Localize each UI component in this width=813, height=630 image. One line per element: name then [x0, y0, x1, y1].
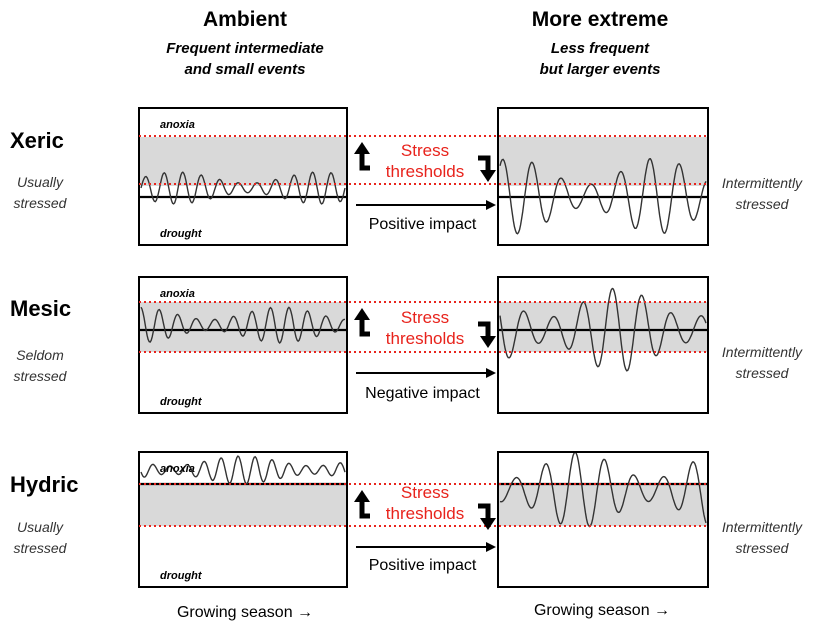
extreme-note-xeric: Intermittently stressed: [712, 173, 812, 215]
ambient-title: Ambient: [203, 8, 287, 31]
impact-arrow-head-xeric: [486, 200, 496, 210]
drought-label-xeric: drought: [160, 228, 203, 240]
row-title-hydric: Hydric: [10, 472, 79, 497]
extreme-subtitle-line1: Less frequent: [550, 40, 650, 57]
panel-frame-hydric-ambient: [138, 451, 348, 588]
row-title-xeric: Xeric: [10, 128, 64, 153]
curved-arrow-down-head-xeric: [480, 170, 496, 182]
stress-label-mesic: Stress thresholds: [370, 307, 480, 349]
row-note-hydric: Usually stressed: [5, 517, 75, 559]
wave-xeric-ambient: [140, 171, 346, 205]
curved-arrow-down-head-hydric: [480, 518, 496, 530]
drought-label-mesic: drought: [160, 396, 203, 408]
panel-frame-mesic-extreme: [497, 276, 709, 414]
row-note-xeric: Usually stressed: [5, 172, 75, 214]
band-xeric-ambient: [139, 137, 347, 186]
wave-mesic-ambient: [140, 306, 345, 345]
band-mesic-ambient: [139, 302, 347, 352]
curved-arrow-down-mesic: [478, 321, 491, 338]
stress-label-hydric-line1: Stress: [400, 483, 450, 502]
row-note-mesic-line2: stressed: [13, 368, 67, 384]
curved-arrow-down-xeric: [478, 155, 491, 172]
curved-arrow-down-head-mesic: [480, 336, 496, 348]
row-note-hydric-line2: stressed: [13, 540, 67, 556]
wave-hydric-extreme: [499, 451, 707, 528]
stress-label-xeric-line2: thresholds: [385, 162, 465, 181]
panel-frame-mesic-ambient: [138, 276, 348, 414]
anoxia-label-hydric: anoxia: [160, 463, 195, 475]
extreme-note-mesic-line1: Intermittently: [721, 344, 803, 360]
extreme-subtitle: Less frequent but larger events: [480, 38, 720, 80]
extreme-title: More extreme: [531, 8, 669, 31]
band-xeric-extreme: [498, 137, 708, 186]
extreme-note-hydric-line2: stressed: [735, 540, 789, 556]
row-note-xeric-line2: stressed: [13, 195, 67, 211]
extreme-note-mesic-line2: stressed: [735, 365, 789, 381]
stress-label-xeric-line1: Stress: [400, 141, 450, 160]
curved-arrow-up-xeric: [359, 152, 370, 171]
impact-label-hydric: Positive impact: [368, 557, 477, 574]
ambient-subtitle-line2: and small events: [184, 61, 306, 78]
panel-frame-xeric-extreme: [497, 107, 709, 246]
drought-label-hydric: drought: [160, 570, 203, 582]
wave-hydric-ambient: [140, 455, 346, 485]
impact-label-mesic: Negative impact: [365, 385, 480, 402]
band-hydric-extreme: [498, 484, 708, 526]
anoxia-label-mesic: anoxia: [160, 288, 195, 300]
row-title-mesic: Mesic: [10, 296, 72, 321]
row-note-mesic: Seldom stressed: [5, 345, 75, 387]
impact-arrow-head-mesic: [486, 368, 496, 378]
band-hydric-ambient: [139, 484, 347, 526]
curved-arrow-up-hydric: [359, 500, 370, 519]
ambient-subtitle: Frequent intermediate and small events: [120, 38, 370, 80]
curved-arrow-up-head-hydric: [354, 490, 370, 502]
curved-arrow-up-head-mesic: [354, 308, 370, 320]
extreme-subtitle-line2: but larger events: [539, 61, 661, 78]
ambient-axis-note: Growing season →: [176, 604, 314, 621]
impact-label-xeric: Positive impact: [368, 216, 477, 233]
extreme-note-hydric: Intermittently stressed: [712, 517, 812, 559]
row-note-hydric-line1: Usually: [17, 519, 63, 535]
extreme-axis-note: Growing season →: [533, 602, 671, 619]
anoxia-label-xeric: anoxia: [160, 119, 195, 131]
curved-arrow-down-hydric: [478, 503, 491, 520]
row-note-mesic-line1: Seldom: [16, 347, 64, 363]
panel-frame-xeric-ambient: [138, 107, 348, 246]
curved-arrow-up-head-xeric: [354, 142, 370, 154]
impact-arrow-head-hydric: [486, 542, 496, 552]
wave-xeric-extreme: [499, 158, 707, 235]
extreme-note-hydric-line1: Intermittently: [721, 519, 803, 535]
extreme-note-mesic: Intermittently stressed: [712, 342, 812, 384]
wave-mesic-extreme: [499, 287, 707, 372]
extreme-note-xeric-line2: stressed: [735, 196, 789, 212]
panel-frame-hydric-extreme: [497, 451, 709, 588]
stress-label-mesic-line2: thresholds: [385, 329, 465, 348]
row-note-xeric-line1: Usually: [17, 174, 63, 190]
extreme-note-xeric-line1: Intermittently: [721, 175, 803, 191]
curved-arrow-up-mesic: [359, 318, 370, 337]
stress-label-mesic-line1: Stress: [400, 308, 450, 327]
stress-label-xeric: Stress thresholds: [370, 140, 480, 182]
stress-label-hydric-line2: thresholds: [385, 504, 465, 523]
stress-label-hydric: Stress thresholds: [370, 482, 480, 524]
ambient-subtitle-line1: Frequent intermediate: [166, 40, 324, 57]
